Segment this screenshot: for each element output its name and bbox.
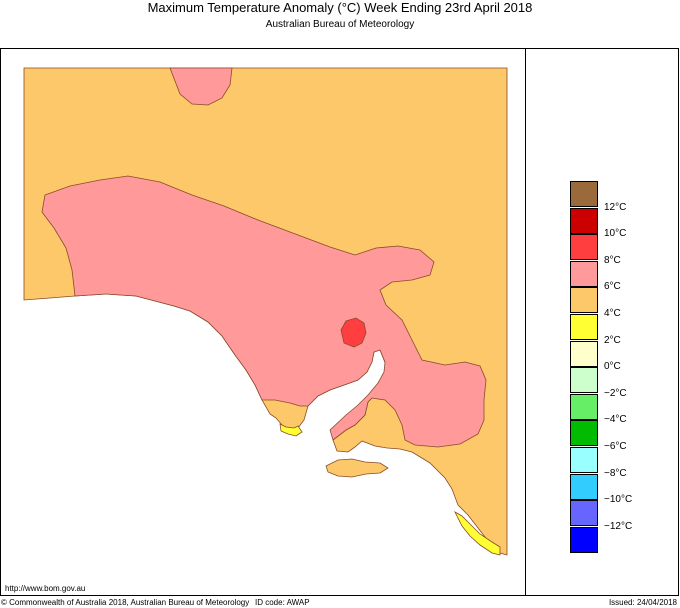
footer: © Commonwealth of Australia 2018, Austra… [0,597,680,608]
legend-tick-label: 6°C [604,281,621,293]
legend-swatch [570,526,598,553]
kangaroo-island [325,458,389,478]
legend-tick-label: −8°C [604,467,627,479]
land-region-6-8 [41,175,487,448]
legend-tick-label: −4°C [604,414,627,426]
legend-tick-label: 4°C [604,308,621,319]
legend-swatch [570,367,598,394]
legend-swatch [570,393,598,420]
legend-tick-label: −10°C [604,494,633,506]
copyright-text: © Commonwealth of Australia 2018, Austra… [1,598,250,607]
legend-swatch [570,500,598,527]
land-region-6-8-north [169,67,233,106]
legend-swatch [570,234,598,261]
land-region-2-4-eyre [279,423,303,437]
legend-swatch [570,207,598,234]
legend-tick-label: 2°C [604,334,621,346]
legend-tick-label: −2°C [604,387,627,399]
land-region-2-4-southeast [454,510,501,556]
legend-tick-label: 12°C [604,201,627,213]
legend-tick-label: 8°C [604,254,621,266]
legend-tick-label: 0°C [604,361,621,373]
legend-tick-label: −12°C [604,520,633,532]
legend-swatch [570,260,598,287]
map-title: Maximum Temperature Anomaly (°C) Week En… [147,0,533,15]
legend-swatch [570,181,598,207]
legend-frame [526,48,679,596]
source-url[interactable]: http://www.bom.gov.au [5,584,86,593]
map-subtitle: Australian Bureau of Meteorology [265,19,415,30]
id-code-text: ID code: AWAP [255,598,310,607]
legend-swatch [570,340,598,367]
legend-swatch [570,447,598,473]
legend-swatch [570,287,598,314]
land-region-8-10 [340,317,367,348]
legend-swatch [570,420,598,447]
issued-date-text: Issued: 24/04/2018 [608,598,677,607]
legend-swatch [570,314,598,340]
legend-tick-label: −6°C [604,441,627,452]
legend-tick-label: 10°C [604,228,627,240]
legend-swatch [570,473,598,500]
